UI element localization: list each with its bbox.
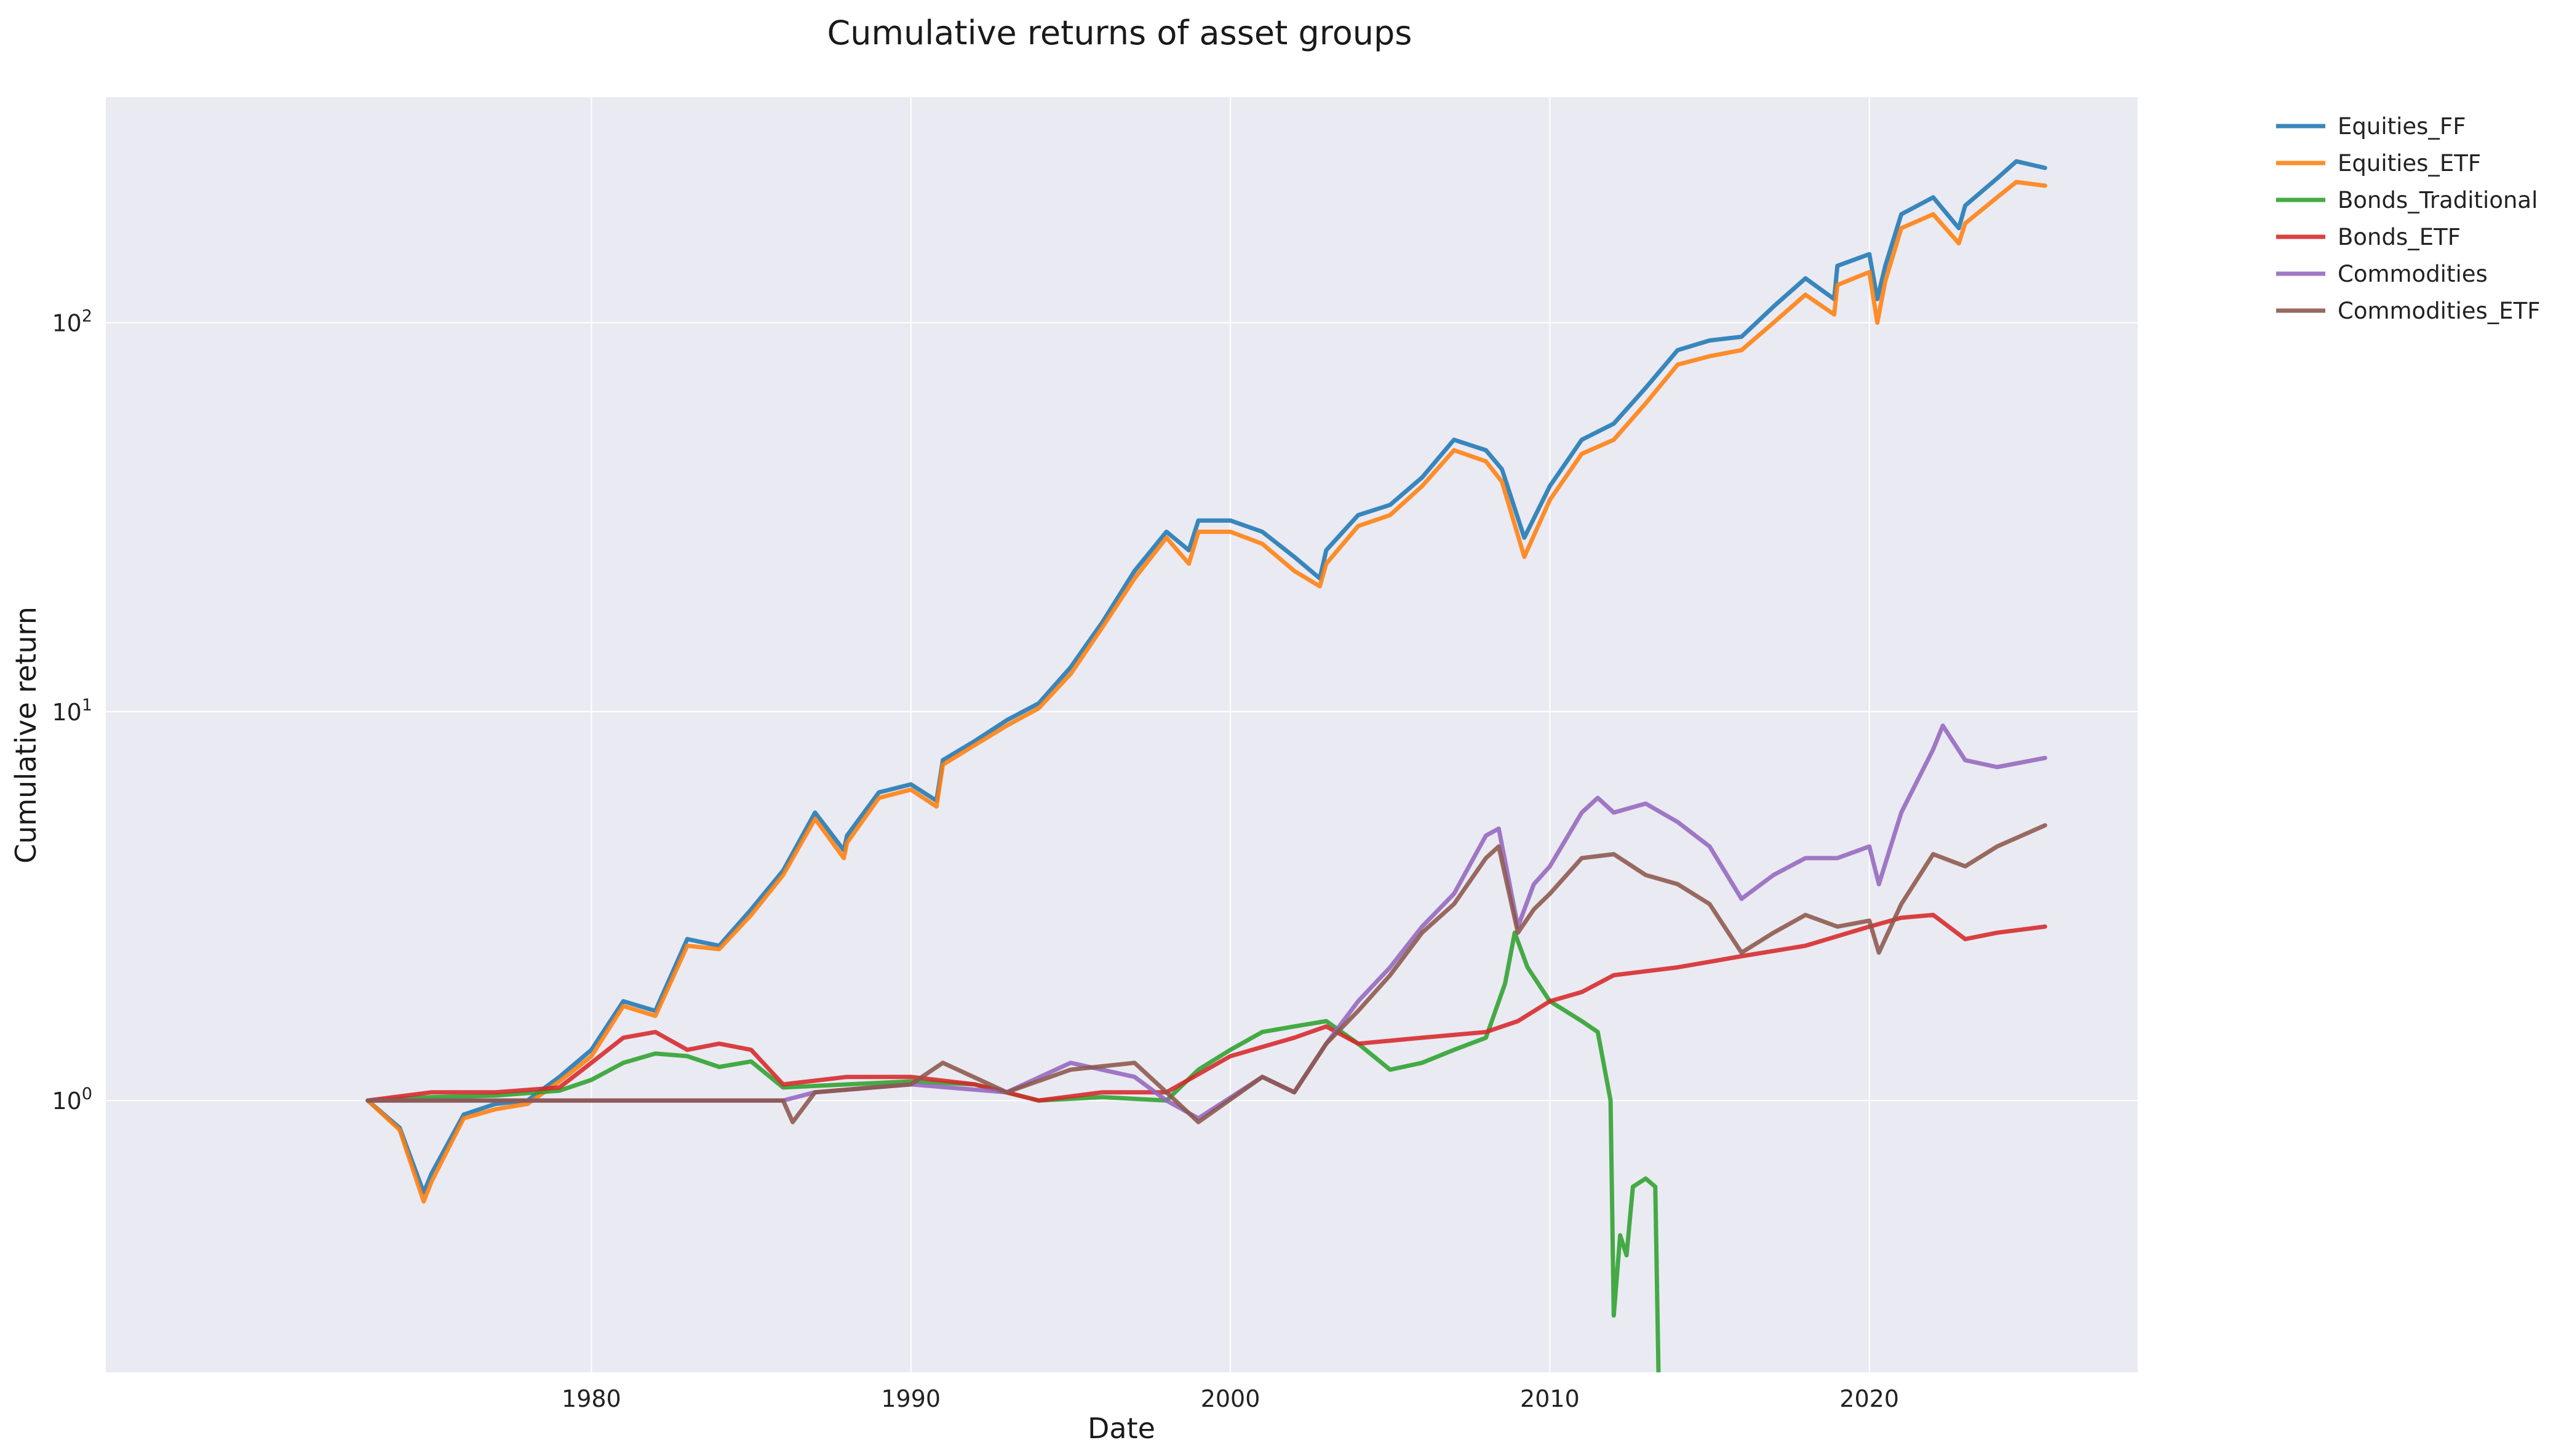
y-tick-label: 102: [52, 307, 92, 337]
x-tick-label: 2010: [1520, 1385, 1580, 1412]
x-tick-label: 1990: [881, 1385, 941, 1412]
series-line-equities-ff: [365, 159, 2047, 1195]
series-line-bonds-etf: [365, 912, 2047, 1103]
series-line-commodities: [365, 723, 2047, 1121]
legend-label: Bonds_ETF: [2338, 224, 2461, 250]
series-line-equities-etf: [365, 180, 2047, 1204]
legend-label: Commodities: [2338, 261, 2488, 287]
x-tick-labels: 1980 1990 2000 2010 2020: [562, 1385, 1899, 1412]
legend-label: Bonds_Traditional: [2338, 187, 2538, 213]
plot-area: [106, 97, 2138, 1372]
legend-label: Equities_FF: [2338, 113, 2466, 140]
series-line-bonds-traditional: [365, 930, 1661, 1372]
x-axis-label: Date: [1088, 1412, 1155, 1445]
legend-label: Commodities_ETF: [2338, 298, 2541, 324]
series-line-commodities-etf: [365, 823, 2047, 1124]
x-tick-label: 2020: [1839, 1385, 1899, 1412]
x-tick-label: 1980: [562, 1385, 621, 1412]
y-tick-label: 100: [52, 1084, 92, 1115]
chart-title: Cumulative returns of asset groups: [827, 14, 1412, 52]
legend-label: Equities_ETF: [2338, 150, 2481, 177]
y-tick-label: 101: [52, 696, 92, 726]
legend: Equities_FF Equities_ETF Bonds_Traditional…: [2276, 113, 2541, 324]
y-tick-labels: 100 101 102: [52, 307, 92, 1115]
series-lines: [365, 159, 2047, 1372]
x-tick-label: 2000: [1201, 1385, 1260, 1412]
y-axis-label: Cumulative return: [9, 607, 42, 864]
